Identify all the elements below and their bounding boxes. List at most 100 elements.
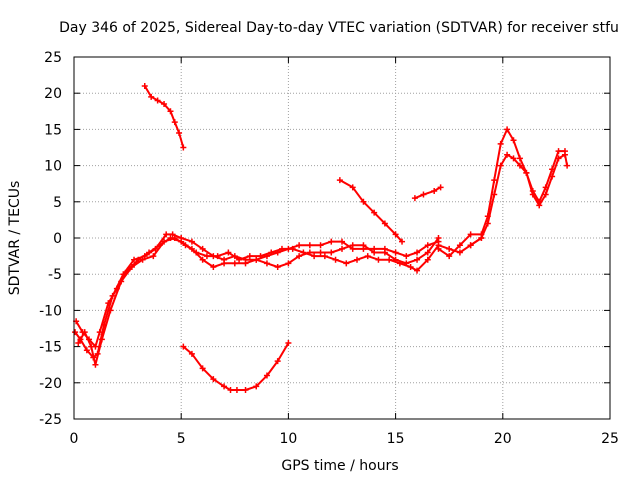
data-point (246, 253, 253, 260)
series-arc-1 (72, 231, 442, 361)
data-point (81, 329, 88, 336)
data-point (516, 162, 523, 169)
data-point (414, 256, 421, 263)
data-point (446, 245, 453, 252)
data-point (414, 267, 421, 274)
data-point (328, 238, 335, 245)
data-point (311, 253, 318, 260)
data-point (107, 307, 114, 314)
x-tick-label: 0 (70, 431, 79, 447)
data-point (478, 235, 485, 241)
data-point (182, 242, 189, 249)
data-point (296, 242, 303, 249)
y-tick-labels: -25 -20 -15 -10 -5 0 5 10 15 20 25 (39, 50, 62, 428)
data-point (424, 242, 431, 249)
y-tick-label: 25 (44, 50, 62, 66)
data-point (289, 245, 296, 252)
series-line (338, 179, 403, 243)
data-point (263, 260, 270, 267)
data-point (221, 260, 228, 267)
data-point (364, 253, 371, 260)
data-point (161, 101, 168, 108)
data-point (203, 253, 210, 260)
data-point (424, 256, 431, 263)
chart-title: Day 346 of 2025, Sidereal Day-to-day VTE… (59, 20, 619, 36)
data-point (199, 256, 206, 263)
data-point (399, 238, 406, 245)
data-point (424, 249, 431, 256)
data-point (96, 329, 103, 336)
data-point (154, 97, 161, 104)
data-point (435, 235, 442, 241)
data-point (555, 148, 562, 155)
series-arc-4 (141, 82, 187, 151)
data-point (467, 231, 474, 238)
y-tick-label: -5 (48, 267, 62, 283)
data-point (188, 238, 195, 245)
data-point (242, 387, 249, 394)
data-point (148, 93, 155, 100)
data-point (253, 256, 260, 263)
axis-ticks (73, 56, 611, 420)
data-point (360, 198, 367, 205)
data-point (491, 191, 498, 198)
data-point (339, 245, 345, 252)
data-point (504, 126, 511, 133)
series-arc-3 (75, 235, 485, 368)
x-tick-label: 15 (387, 431, 405, 447)
data-point (510, 155, 517, 162)
y-tick-label: 15 (44, 122, 62, 138)
data-point (437, 184, 444, 191)
data-point (199, 365, 206, 372)
data-point (227, 387, 234, 394)
data-point (221, 383, 228, 390)
data-point (171, 119, 178, 126)
data-point (169, 231, 176, 238)
data-point (285, 260, 292, 267)
data-point (253, 383, 260, 390)
data-point (180, 144, 187, 151)
data-point (171, 235, 178, 241)
data-point (549, 166, 556, 173)
data-point (180, 343, 187, 350)
x-tick-label: 5 (177, 431, 186, 447)
data-point (542, 191, 549, 198)
data-point (435, 245, 442, 252)
data-point (161, 238, 168, 245)
series-line (413, 186, 442, 200)
data-point (349, 242, 356, 249)
data-point (467, 242, 474, 249)
data-point (242, 260, 249, 267)
data-point (381, 220, 388, 227)
data-point (371, 249, 378, 256)
data-point (317, 249, 324, 256)
data-point (128, 263, 135, 270)
grid-lines (74, 57, 610, 419)
data-point (497, 140, 504, 147)
data-point (349, 184, 356, 191)
data-point (268, 249, 275, 256)
data-point (529, 187, 536, 194)
data-point (296, 253, 303, 260)
data-point (414, 249, 421, 256)
data-point (504, 151, 511, 158)
data-point (332, 256, 339, 263)
series-arc-2 (73, 235, 442, 350)
data-point (339, 238, 345, 245)
x-tick-label: 20 (494, 431, 512, 447)
data-point (456, 242, 463, 249)
data-point (343, 260, 350, 267)
data-point (278, 245, 285, 252)
x-axis-label: GPS time / hours (281, 458, 398, 474)
x-tick-labels: 0 5 10 15 20 25 (70, 431, 619, 447)
series-arc-6 (336, 177, 406, 245)
data-point (542, 184, 549, 191)
data-point (210, 376, 217, 383)
data-point (431, 187, 438, 194)
data-point (561, 148, 568, 155)
data-point (491, 177, 498, 184)
series-arc-7 (411, 184, 444, 202)
data-point (263, 372, 270, 379)
data-point (484, 220, 491, 227)
